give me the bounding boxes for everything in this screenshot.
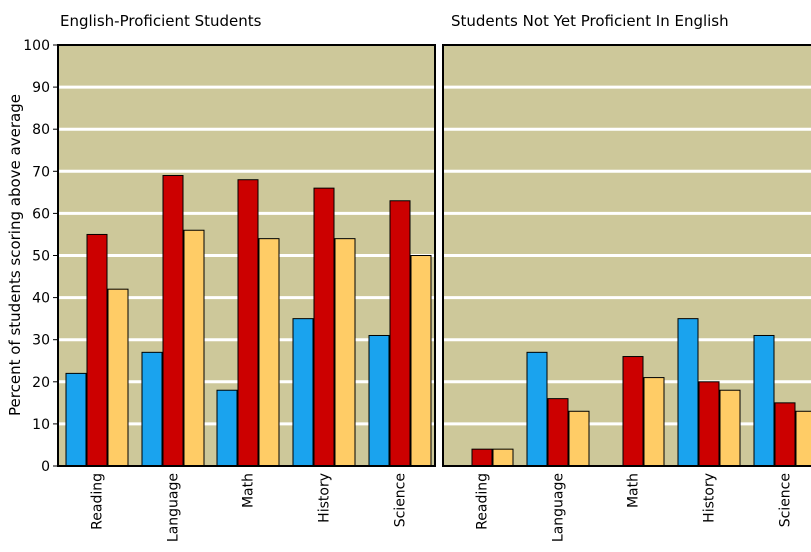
y-tick-label: 30 [32, 333, 50, 349]
x-tick-label-reading: Reading [475, 473, 491, 530]
bar-language-series-1 [141, 351, 163, 467]
bar-history-series-2 [313, 187, 335, 467]
bar-history-series-3 [719, 389, 741, 467]
y-tick-label: 60 [32, 206, 50, 222]
bar-math-series-2 [622, 356, 644, 467]
y-tick-label: 10 [32, 417, 50, 433]
bar-reading-series-1 [65, 372, 87, 467]
y-tick-label: 100 [23, 38, 50, 54]
x-tick-label-language: Language [551, 473, 567, 542]
bar-science-series-1 [753, 334, 775, 467]
bar-language-series-2 [547, 398, 569, 467]
y-tick-label: 90 [32, 80, 50, 96]
bar-history-series-1 [677, 318, 699, 467]
y-tick-label: 40 [32, 291, 50, 307]
y-tick-label: 0 [41, 459, 50, 475]
x-tick-label-history: History [317, 473, 333, 523]
bar-history-series-2 [698, 381, 720, 467]
bar-language-series-2 [162, 175, 184, 467]
y-tick-label: 50 [32, 249, 50, 265]
y-tick-labels: 0 10 20 30 40 50 60 70 80 90 100 [23, 38, 58, 475]
x-tick-label-science: Science [393, 473, 409, 527]
bar-reading-series-3 [492, 448, 514, 467]
bar-language-series-1 [526, 351, 548, 467]
bar-science-series-2 [774, 402, 796, 467]
x-tick-label-math: Math [626, 473, 642, 508]
bar-reading-series-3 [107, 288, 129, 467]
x-tick-labels: Reading Language Math History Science Reading… [90, 473, 794, 542]
y-tick-label: 20 [32, 375, 50, 391]
x-tick-label-history: History [702, 473, 718, 523]
bar-reading-series-2 [471, 448, 493, 467]
bar-history-series-1 [292, 318, 314, 467]
y-axis-label: Percent of students scoring above averag… [6, 94, 24, 416]
x-tick-label-science: Science [778, 473, 794, 527]
bar-science-series-3 [410, 255, 432, 467]
bar-language-series-3 [183, 229, 205, 467]
bar-language-series-3 [568, 410, 590, 467]
bar-science-series-3 [795, 410, 811, 467]
y-tick-label: 70 [32, 164, 50, 180]
x-tick-label-math: Math [241, 473, 257, 508]
x-tick-label-reading: Reading [90, 473, 106, 530]
bar-science-series-1 [368, 334, 390, 467]
y-tick-label: 80 [32, 122, 50, 138]
bar-math-series-3 [643, 377, 665, 467]
x-tick-label-language: Language [166, 473, 182, 542]
bar-history-series-3 [334, 238, 356, 467]
bar-reading-series-2 [86, 233, 108, 467]
bar-math-series-2 [237, 179, 259, 467]
chart-title-left: English-Proficient Students [60, 12, 262, 30]
bars [65, 175, 811, 467]
bar-math-series-1 [216, 389, 238, 467]
bar-science-series-2 [389, 200, 411, 467]
chart-title-right: Students Not Yet Proficient In English [451, 12, 729, 30]
bar-math-series-3 [258, 238, 280, 467]
plot-frames [57, 44, 811, 467]
